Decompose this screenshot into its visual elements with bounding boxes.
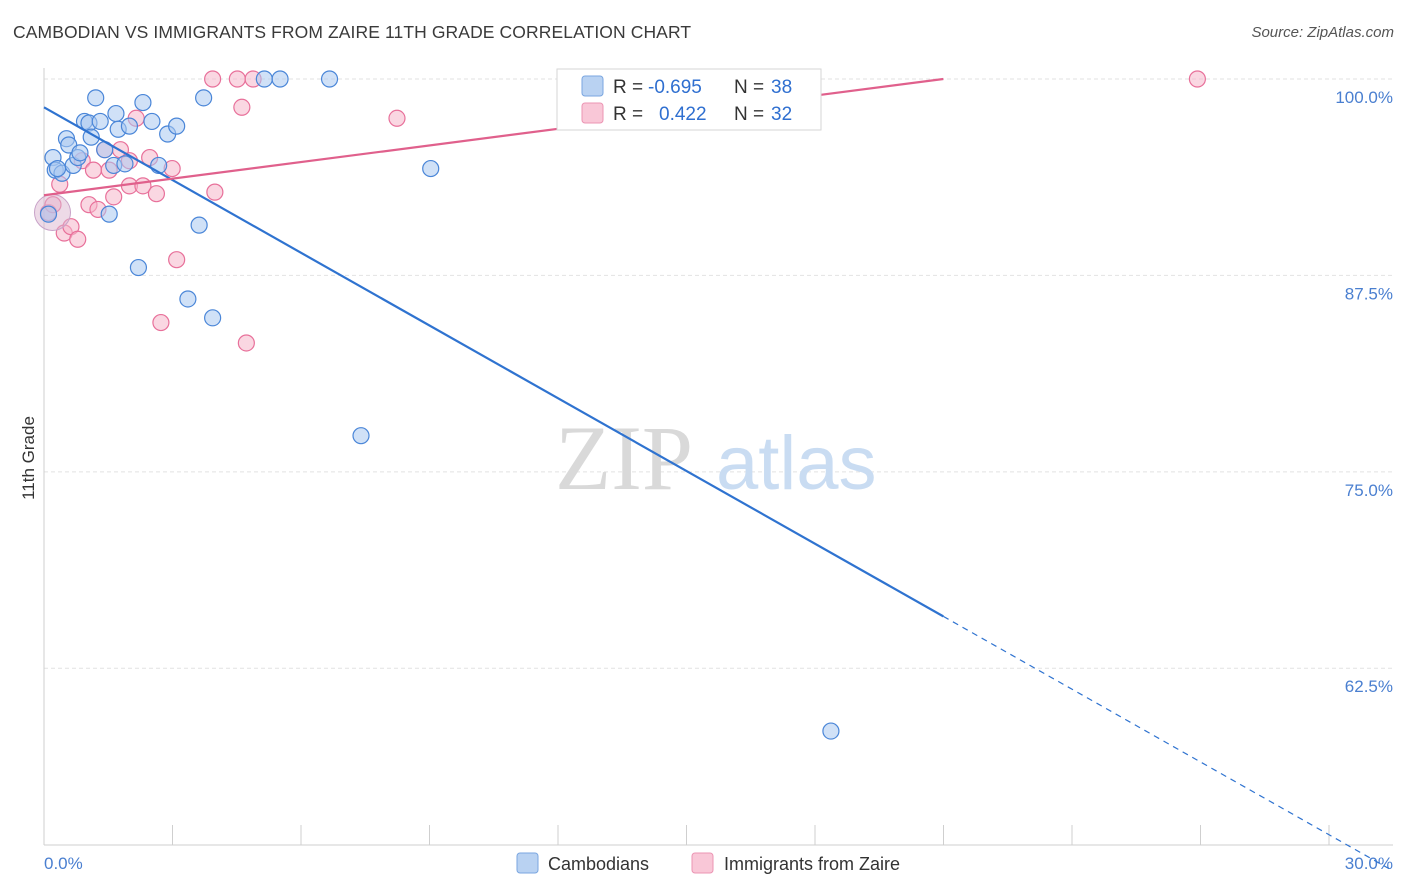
zaire-point-8 (84, 161, 103, 179)
bottom-legend: Cambodians Immigrants from Zaire (516, 852, 900, 874)
trend-line-cambodians-extension (943, 615, 1394, 872)
cambodian-point-35 (422, 159, 440, 178)
cambodian-point-21 (129, 258, 148, 277)
watermark-atlas: atlas (716, 421, 877, 506)
zaire-point-19 (152, 313, 170, 332)
legend-r-value-0: -0.695 (648, 77, 702, 98)
x-tick-label-min: 0.0% (44, 854, 83, 873)
cambodian-point-20 (120, 117, 139, 135)
bottom-legend-swatch-immigrants-from-zaire (691, 852, 714, 874)
legend-n-value-0: 38 (771, 77, 792, 98)
legend-box: R = -0.695 N = 38 R = 0.422 N = 32 (556, 68, 822, 131)
y-tick-label-1: 75.0% (1345, 481, 1393, 500)
cambodian-point-34 (352, 427, 370, 445)
cambodian-point-28 (190, 216, 208, 234)
cambodian-point-26 (168, 117, 186, 135)
legend-n-value-1: 32 (771, 104, 792, 125)
cambodian-point-33 (320, 70, 339, 88)
source-label: Source: ZipAtlas.com (1251, 24, 1394, 41)
y-tick-label-2: 87.5% (1345, 284, 1393, 303)
y-tick-labels: 62.5% 75.0% 87.5% 100.0% (1335, 88, 1393, 696)
legend-swatch-immigrants-from-zaire (581, 102, 604, 124)
legend-r-label-0: R = (613, 77, 643, 98)
watermark-zip: ZIP (555, 407, 693, 509)
series-cambodians (39, 70, 840, 740)
cambodian-point-37 (48, 159, 67, 178)
watermark: ZIP atlas (555, 407, 877, 509)
zaire-point-5 (69, 230, 87, 248)
legend-n-label-1: N = (734, 104, 764, 125)
zaire-point-28 (388, 109, 406, 127)
y-axis-title: 11th Grade (19, 416, 38, 500)
zaire-point-12 (105, 188, 123, 206)
cambodian-point-27 (179, 290, 197, 308)
cambodian-point-32 (271, 70, 289, 88)
bottom-legend-label-immigrants-from-zaire: Immigrants from Zaire (724, 854, 900, 874)
cambodian-point-17 (107, 104, 125, 123)
zaire-point-24 (228, 70, 246, 88)
y-tick-label-0: 62.5% (1345, 677, 1393, 696)
cambodian-point-0 (39, 205, 58, 223)
cambodian-point-13 (91, 112, 109, 131)
cambodian-point-29 (195, 89, 213, 107)
chart-title: CAMBODIAN VS IMMIGRANTS FROM ZAIRE 11TH … (13, 22, 692, 42)
legend-r-value-1: 0.422 (659, 104, 707, 125)
cambodian-point-31 (255, 70, 273, 88)
cambodian-point-36 (822, 722, 840, 740)
x-tick-labels: 0.0% 30.0% (44, 854, 1393, 873)
x-tick-label-max: 30.0% (1345, 854, 1393, 873)
cambodian-point-12 (87, 89, 105, 107)
zaire-point-23 (206, 183, 224, 201)
cambodian-point-15 (100, 205, 118, 223)
zaire-point-25 (233, 98, 251, 116)
zaire-point-21 (168, 251, 186, 269)
y-tick-label-3: 100.0% (1335, 88, 1393, 107)
bottom-legend-label-cambodians: Cambodians (548, 854, 649, 874)
legend-r-label-1: R = (613, 104, 643, 125)
legend-swatch-cambodians (581, 75, 604, 97)
cambodian-point-19 (116, 155, 134, 173)
zaire-point-18 (147, 185, 166, 203)
cambodian-point-8 (71, 144, 89, 162)
cambodian-point-30 (204, 309, 222, 327)
zaire-point-22 (204, 70, 222, 88)
cambodian-point-11 (82, 128, 100, 146)
legend-n-label-0: N = (734, 77, 764, 98)
cambodian-point-23 (143, 112, 161, 131)
trend-line-cambodians (43, 106, 944, 618)
zaire-point-30 (1188, 70, 1206, 88)
bottom-legend-swatch-cambodians (516, 852, 539, 874)
zaire-point-26 (237, 334, 255, 352)
grid-lines (44, 78, 1393, 669)
cambodian-point-22 (134, 93, 152, 112)
